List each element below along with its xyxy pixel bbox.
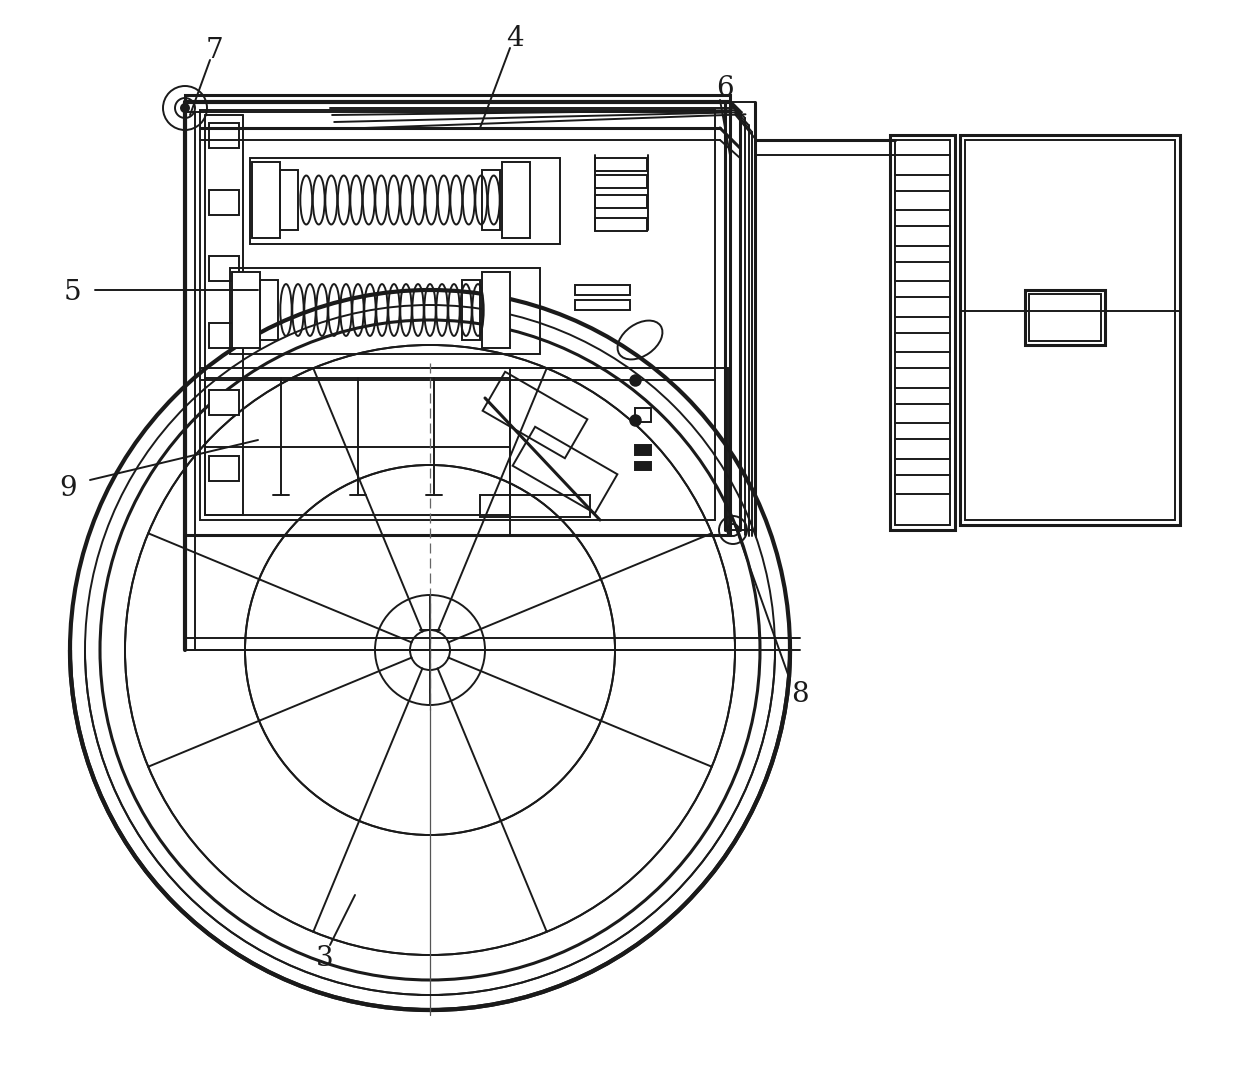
Bar [510, 368, 728, 535]
Bar [895, 190, 950, 210]
Bar [895, 262, 950, 282]
Bar [252, 162, 280, 238]
Bar [232, 272, 260, 348]
Text: 4: 4 [506, 25, 523, 51]
Text: 5: 5 [63, 278, 81, 305]
Bar [635, 408, 651, 422]
Bar [595, 158, 647, 171]
Bar [205, 378, 510, 515]
Bar [185, 95, 730, 535]
Bar [210, 389, 239, 414]
Bar [502, 162, 529, 238]
Bar [1025, 290, 1105, 345]
Bar [280, 170, 298, 230]
Bar [890, 135, 955, 530]
Bar [595, 175, 647, 188]
Bar [635, 445, 651, 455]
Bar [895, 475, 950, 493]
Bar [250, 158, 560, 243]
Circle shape [181, 104, 188, 112]
Bar [210, 457, 239, 482]
Bar [463, 280, 480, 340]
Bar [575, 300, 630, 310]
Bar [482, 170, 500, 230]
Text: 9: 9 [60, 475, 77, 501]
Text: 8: 8 [791, 682, 808, 709]
Bar [895, 403, 950, 423]
Bar [895, 439, 950, 459]
Bar [960, 135, 1180, 525]
Bar [1029, 293, 1101, 341]
Bar [895, 368, 950, 388]
Bar [260, 280, 278, 340]
Bar [210, 123, 239, 148]
Bar [210, 323, 239, 348]
Bar [895, 333, 950, 352]
Bar [965, 140, 1176, 520]
Bar [595, 195, 647, 208]
Bar [480, 495, 590, 517]
Text: 7: 7 [206, 37, 224, 63]
Bar [895, 140, 950, 525]
Bar [895, 297, 950, 316]
Bar [895, 155, 950, 175]
Bar [200, 110, 715, 520]
Bar [210, 257, 239, 282]
Bar [575, 285, 630, 295]
Bar [635, 462, 651, 470]
Text: 3: 3 [316, 945, 334, 972]
Bar [895, 226, 950, 246]
Text: 6: 6 [717, 75, 734, 101]
Bar [229, 268, 539, 354]
Bar [595, 218, 647, 232]
Bar [210, 189, 239, 214]
Bar [482, 272, 510, 348]
